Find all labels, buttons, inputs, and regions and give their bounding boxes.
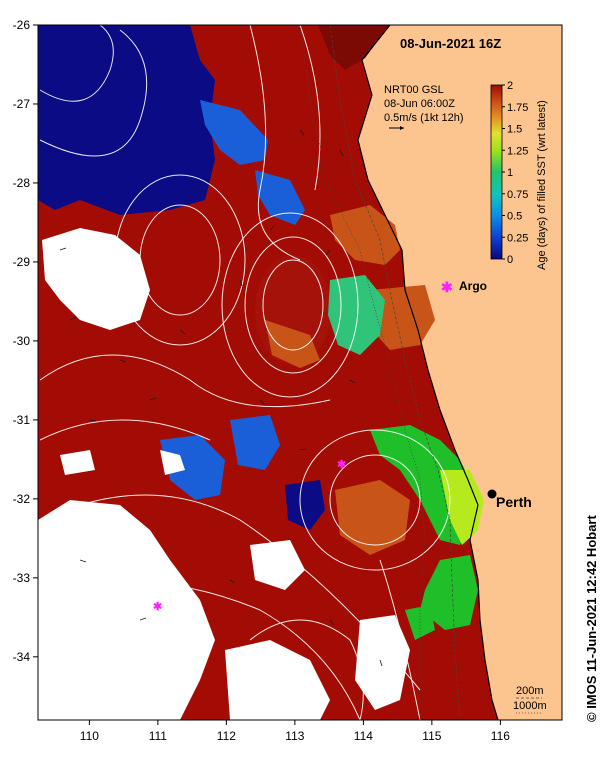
coastal-green-south xyxy=(420,555,478,630)
darkblue-patch-s xyxy=(285,480,325,530)
x-tick-label: 116 xyxy=(491,729,510,743)
x-tick-label: 110 xyxy=(80,729,99,743)
blue-patch-s xyxy=(230,415,280,470)
float-marker-icon-1: ✱ xyxy=(337,459,346,471)
y-tick-label: -29 xyxy=(13,255,31,269)
x-axis: 110 111 112 113 114 115 116 xyxy=(80,720,510,743)
blue-patch-mid xyxy=(200,100,268,165)
y-tick-label: -26 xyxy=(13,18,31,32)
isobath-200m-label: 200m xyxy=(516,685,544,697)
y-axis: -26 -27 -28 -29 -30 -31 -32 -33 -34 xyxy=(13,18,38,664)
y-tick-label: -34 xyxy=(13,650,31,664)
argo-marker: ✱ Argo xyxy=(441,279,487,295)
colorbar-tick-label: 0.25 xyxy=(507,232,528,244)
x-tick-label: 111 xyxy=(149,729,168,743)
nodata-patch-s xyxy=(225,640,330,720)
float-marker-icon-2: ✱ xyxy=(153,601,162,613)
x-tick-label: 114 xyxy=(354,729,373,743)
colorbar-tick-label: 1 xyxy=(507,167,513,179)
orange-patch-north xyxy=(330,205,400,265)
blue-patch-sw xyxy=(160,435,225,500)
x-tick-label: 112 xyxy=(217,729,236,743)
orange-patch-center xyxy=(265,320,320,368)
y-tick-label: -31 xyxy=(13,413,31,427)
x-tick-label: 113 xyxy=(285,729,304,743)
current-product: NRT00 GSL xyxy=(384,84,444,96)
current-contours xyxy=(39,25,451,720)
green-patch xyxy=(328,275,385,355)
nodata-patch-sw xyxy=(38,500,215,720)
y-tick-label: -30 xyxy=(13,334,31,348)
orange-patch-perth xyxy=(335,480,410,555)
y-tick-label: -27 xyxy=(13,97,31,111)
y-tick-label: -32 xyxy=(13,492,31,506)
colorbar: 0 0.25 0.5 0.75 1 1.25 1.5 1.75 2 Age (days) of … xyxy=(490,80,548,270)
current-time: 08-Jun 06:00Z xyxy=(384,98,455,110)
isobath-200m xyxy=(329,25,461,720)
map-title: 08-Jun-2021 16Z xyxy=(400,36,501,51)
argo-star-icon: ✱ xyxy=(441,279,453,295)
current-vectors xyxy=(59,129,383,667)
coastal-green-band xyxy=(370,425,470,545)
perth-dot-icon xyxy=(487,489,497,499)
nodata-patch-w xyxy=(42,228,150,330)
nodata-patch-scatter xyxy=(60,450,185,600)
current-scale: 0.5m/s (1kt 12h) xyxy=(384,112,463,124)
plot-frame xyxy=(37,24,563,721)
y-tick-label: -28 xyxy=(13,176,31,190)
colorbar-tick-label: 1.5 xyxy=(507,124,522,136)
blue-patch-n xyxy=(255,170,305,225)
colorbar-tick-label: 1.25 xyxy=(507,145,528,157)
isobath-1000m-label: 1000m xyxy=(513,700,547,712)
coastal-dark-patch xyxy=(318,25,390,70)
scale-arrow-icon xyxy=(389,126,404,130)
nodata-patch-mid xyxy=(250,540,305,590)
perth-marker: Perth xyxy=(487,489,532,510)
credit-text: © IMOS 11-Jun-2021 12:42 Hobart xyxy=(584,515,599,722)
argo-label: Argo xyxy=(459,279,487,293)
colorbar-tick-label: 0.75 xyxy=(507,189,528,201)
coastline xyxy=(357,25,499,720)
colorbar-gradient xyxy=(490,84,503,260)
colorbar-tick-label: 0.5 xyxy=(507,211,522,223)
blue-patch-nw xyxy=(38,25,215,215)
perth-label: Perth xyxy=(496,494,532,510)
map-plot-area xyxy=(38,25,562,720)
nodata-patch-se xyxy=(355,615,410,710)
x-tick-label: 115 xyxy=(422,729,441,743)
colorbar-label: Age (days) of filled SST (wrt latest) xyxy=(536,100,548,270)
colorbar-tick-label: 2 xyxy=(507,80,513,92)
colorbar-tick-label: 0 xyxy=(507,254,513,266)
colorbar-ticks: 0 0.25 0.5 0.75 1 1.25 1.5 1.75 2 xyxy=(502,80,528,266)
colorbar-tick-label: 1.75 xyxy=(507,102,528,114)
y-tick-label: -33 xyxy=(13,571,31,585)
